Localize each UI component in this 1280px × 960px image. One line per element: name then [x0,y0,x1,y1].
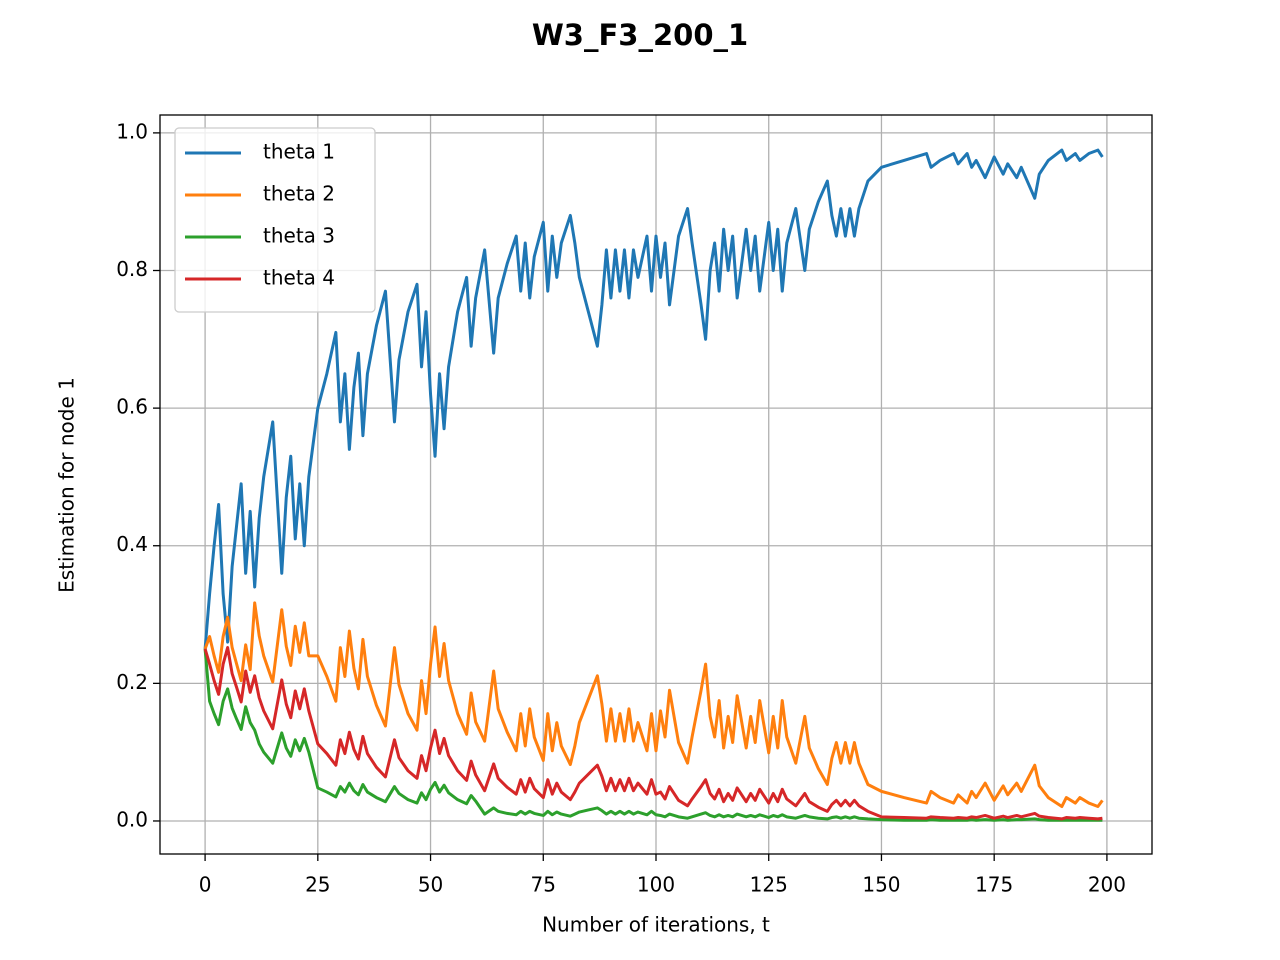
x-tick-label: 100 [637,873,675,897]
legend-label: theta 1 [263,140,335,164]
y-tick-label: 1.0 [116,119,148,143]
y-tick-label: 0.8 [116,257,148,281]
data-line [203,648,1103,822]
legend-label: theta 4 [263,266,335,290]
x-axis-label: Number of iterations, t [542,913,770,937]
legend: theta 1 theta 2 theta 3 theta 4 [174,127,376,313]
x-tick-label: 75 [531,873,556,897]
data-line [203,646,1103,821]
legend-label: theta 3 [263,224,335,248]
data-line [203,601,1104,809]
legend-label: theta 2 [263,182,335,206]
y-tick-label: 0.4 [116,532,148,556]
x-tick-label: 175 [975,873,1013,897]
x-tick-label: 50 [418,873,443,897]
y-axis-label: Estimation for node 1 [55,377,79,593]
x-tick-label: 125 [750,873,788,897]
x-tick-label: 0 [199,873,212,897]
y-tick-label: 0.2 [116,670,148,694]
y-tick-label: 0.6 [116,395,148,419]
lines [203,148,1104,822]
legend-box [174,127,376,313]
x-tick-label: 25 [305,873,330,897]
data-line [203,148,1104,650]
y-tick-label: 0.0 [116,807,148,831]
x-tick-label: 200 [1088,873,1126,897]
chart-title: W3_F3_200_1 [532,18,748,52]
x-tick-label: 150 [862,873,900,897]
